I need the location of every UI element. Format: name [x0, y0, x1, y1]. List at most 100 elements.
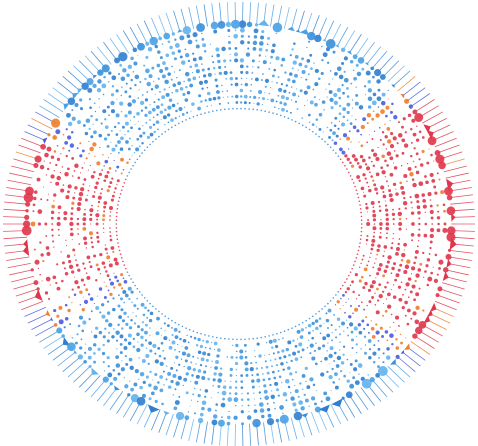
dot — [263, 384, 267, 388]
dot — [107, 133, 111, 137]
dot — [325, 318, 330, 323]
dot — [240, 410, 244, 414]
spoke — [449, 249, 473, 254]
dot — [212, 66, 216, 70]
dot — [402, 117, 406, 121]
dot — [118, 294, 120, 297]
dot — [191, 374, 194, 377]
dot — [314, 82, 319, 87]
spoke — [336, 26, 349, 47]
dot — [92, 83, 97, 89]
dot — [175, 381, 180, 386]
dot — [282, 368, 285, 371]
dot — [418, 158, 421, 161]
dot — [258, 97, 260, 99]
dot — [140, 328, 144, 332]
spoke — [151, 409, 161, 431]
dot — [367, 374, 369, 376]
dot — [143, 297, 146, 299]
dot — [137, 54, 139, 56]
dot — [434, 253, 438, 257]
dot — [372, 266, 375, 269]
dot — [77, 268, 81, 272]
dot — [370, 320, 372, 322]
spoke — [18, 144, 41, 154]
dot — [389, 197, 394, 203]
dot — [52, 275, 57, 280]
dot — [395, 346, 400, 350]
dot — [90, 135, 94, 139]
dot — [154, 84, 160, 89]
dot — [404, 131, 407, 134]
dot — [387, 255, 392, 260]
dot — [193, 387, 196, 390]
dot — [349, 60, 354, 64]
dot — [239, 349, 244, 354]
dot — [199, 363, 203, 367]
dot — [436, 172, 439, 175]
dot — [107, 331, 111, 334]
dot — [133, 61, 138, 66]
dot — [235, 380, 238, 383]
marker — [427, 309, 433, 318]
dot — [167, 385, 172, 389]
dot — [407, 113, 412, 118]
dot — [358, 245, 361, 248]
dot — [395, 354, 400, 359]
dot — [294, 384, 296, 386]
dot — [244, 350, 247, 353]
dot — [103, 205, 107, 209]
dot — [160, 327, 162, 330]
dot — [356, 129, 360, 133]
dot — [339, 158, 342, 161]
dot — [275, 418, 280, 423]
dot — [394, 330, 397, 332]
dot — [234, 52, 239, 57]
dot — [96, 218, 99, 221]
dot — [352, 312, 354, 315]
dot — [141, 393, 146, 398]
dot — [101, 188, 103, 191]
dot — [370, 247, 374, 251]
dot — [161, 402, 164, 406]
dot — [355, 335, 358, 337]
dot — [99, 311, 102, 314]
dot — [213, 348, 216, 350]
spoke — [24, 131, 47, 142]
dot — [294, 344, 298, 348]
dot — [201, 400, 207, 405]
dot — [350, 305, 353, 308]
dot — [185, 53, 190, 58]
spoke — [414, 335, 435, 349]
dot — [119, 334, 124, 339]
dot — [234, 77, 238, 80]
dot — [149, 349, 153, 353]
dot — [62, 133, 65, 136]
dot — [77, 324, 81, 328]
spoke — [84, 55, 101, 73]
dot — [253, 95, 257, 99]
spoke — [317, 409, 327, 431]
dot — [120, 257, 123, 259]
dot — [147, 110, 152, 115]
dot — [410, 211, 415, 215]
dot — [123, 301, 126, 304]
dot — [399, 333, 402, 336]
dot — [322, 336, 327, 341]
dot — [106, 252, 108, 255]
spoke — [310, 411, 320, 433]
dot — [355, 63, 359, 67]
spoke — [437, 144, 460, 154]
marker — [63, 103, 70, 111]
dot — [320, 400, 323, 403]
dot — [379, 222, 383, 226]
dot — [120, 327, 124, 330]
dot — [37, 222, 42, 226]
dot — [405, 337, 407, 339]
dot — [229, 392, 232, 395]
dot — [87, 293, 91, 296]
dot — [112, 307, 116, 312]
spoke — [439, 288, 463, 297]
dot — [410, 141, 413, 144]
dot — [318, 112, 323, 117]
